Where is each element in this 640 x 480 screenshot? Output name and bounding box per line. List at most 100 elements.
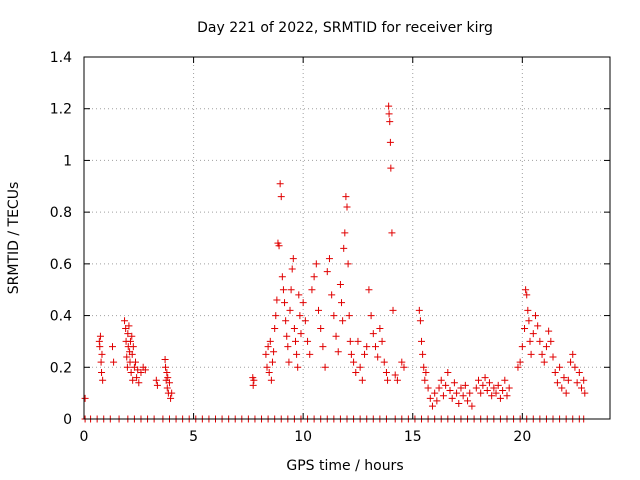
data-point-marker (514, 363, 522, 371)
data-point-marker (124, 330, 132, 338)
data-point-marker (342, 193, 350, 201)
data-point-marker (538, 350, 546, 358)
data-point-marker (137, 368, 145, 376)
data-point-marker (312, 260, 320, 268)
data-point-marker (356, 363, 364, 371)
data-point-marker (388, 229, 396, 237)
data-point-marker (287, 286, 295, 294)
chart-title: Day 221 of 2022, SRMTID for receiver kir… (197, 20, 493, 36)
data-point-marker (426, 394, 434, 402)
data-point-marker (315, 306, 323, 314)
data-point-marker (386, 138, 394, 146)
data-point-marker (564, 376, 572, 384)
data-point-marker (479, 381, 487, 389)
data-point-marker (526, 337, 534, 345)
data-point-marker (421, 376, 429, 384)
data-point-marker (581, 389, 589, 397)
data-point-marker (293, 350, 301, 358)
data-point-marker (288, 265, 296, 273)
data-point-marker (485, 379, 493, 387)
data-point-marker (352, 368, 360, 376)
data-point-marker (108, 343, 116, 351)
data-point-marker (81, 394, 89, 402)
plot-frame (83, 56, 611, 420)
data-point-marker (129, 376, 137, 384)
data-point-marker (289, 255, 297, 263)
data-point-marker (135, 379, 143, 387)
data-point-marker (523, 291, 531, 299)
data-point-marker (270, 348, 278, 356)
data-point-marker (389, 306, 397, 314)
data-point-marker (433, 397, 441, 405)
y-tick-label: 0.8 (50, 205, 72, 221)
data-point-marker (99, 376, 107, 384)
data-point-marker (475, 376, 482, 384)
data-point-marker (323, 268, 331, 276)
x-tick-label: 15 (404, 429, 422, 445)
data-point-marker (249, 381, 257, 389)
data-point-marker (96, 332, 104, 340)
data-point-marker (338, 299, 346, 307)
data-point-marker (393, 376, 401, 384)
data-point-marker (339, 317, 347, 325)
data-point-marker (153, 381, 161, 389)
data-point-marker (271, 325, 279, 332)
data-point-marker (496, 394, 504, 402)
data-point-marker (321, 363, 329, 371)
data-point-marker (96, 343, 104, 351)
data-point-marker (306, 350, 314, 358)
data-point-marker (534, 322, 542, 330)
data-point-marker (123, 353, 131, 361)
data-point-marker (125, 322, 133, 330)
data-point-marker (162, 363, 170, 371)
data-point-marker (524, 306, 532, 314)
data-point-marker (283, 332, 291, 340)
data-point-marker (518, 343, 526, 351)
data-point-marker (420, 363, 428, 371)
y-tick-label: 0 (63, 412, 72, 428)
data-point-marker (336, 281, 344, 289)
data-point-marker (424, 384, 432, 392)
data-point-marker (310, 273, 318, 281)
grid (84, 57, 610, 419)
data-point-marker (542, 343, 550, 351)
data-point-marker (428, 402, 436, 410)
data-point-marker (435, 384, 443, 392)
data-point-marker (291, 337, 299, 345)
data-point-marker (363, 343, 371, 351)
y-tick-label: 1.4 (50, 50, 72, 66)
data-point-marker (98, 368, 106, 376)
data-point-marker (488, 392, 496, 400)
data-point-marker (128, 350, 136, 358)
data-point-marker (562, 389, 570, 397)
data-point-marker (385, 102, 393, 110)
data-point-marker (168, 389, 176, 397)
data-point-marker (275, 242, 283, 250)
data-point-marker (279, 286, 287, 294)
data-point-marker (121, 317, 129, 325)
data-point-marker (545, 327, 553, 335)
data-point-marker (264, 343, 272, 351)
data-point-marker (385, 110, 393, 118)
data-point-marker (301, 317, 309, 325)
data-point-marker (448, 394, 456, 402)
data-point-marker (415, 306, 423, 314)
data-point-marker (152, 376, 160, 384)
data-point-marker (296, 312, 304, 320)
data-point-marker (477, 389, 485, 397)
data-point-marker (299, 299, 307, 307)
data-point-marker (468, 402, 476, 410)
data-points (81, 102, 589, 423)
axis-ticks: 0 5 10 15 20 0 0.2 0.4 0.6 0.8 1 1.2 1.4 (50, 50, 610, 445)
data-point-marker (529, 330, 537, 338)
y-tick-label: 1.2 (50, 102, 72, 118)
data-point-marker (276, 180, 284, 188)
data-point-marker (384, 376, 392, 384)
data-point-marker (540, 358, 548, 366)
data-point-marker (328, 291, 336, 299)
data-point-marker (123, 363, 131, 371)
data-point-marker (266, 337, 274, 345)
data-point-marker (573, 379, 581, 387)
data-point-marker (431, 389, 439, 397)
